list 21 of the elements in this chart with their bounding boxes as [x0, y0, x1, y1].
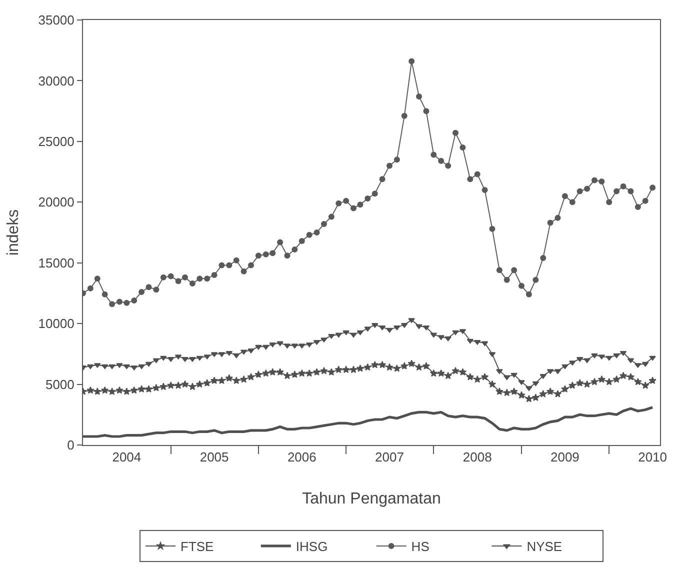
y-tick-label: 15000	[38, 255, 74, 270]
legend-label: NYSE	[526, 539, 562, 554]
x-tick-label: 2006	[287, 450, 316, 465]
x-axis-title: Tahun Pengamatan	[302, 490, 441, 508]
x-tick-label: 2004	[112, 450, 142, 465]
y-axis-title: indeks	[5, 209, 22, 256]
legend-label: IHSG	[296, 539, 328, 554]
y-tick-label: 10000	[38, 316, 74, 332]
y-tick-label: 0	[67, 438, 74, 453]
x-tick-label: 2007	[375, 450, 404, 465]
y-tick-label: 35000	[38, 12, 74, 28]
x-tick-label: 2005	[200, 450, 229, 465]
y-tick-label: 25000	[38, 134, 74, 149]
y-tick-label: 20000	[38, 194, 74, 210]
x-tick-label: 2008	[462, 450, 492, 465]
x-tick-label: 2010	[638, 450, 668, 465]
x-tick-label: 2009	[550, 450, 580, 465]
y-tick-label: 30000	[38, 73, 74, 88]
y-tick-label: 5000	[45, 376, 74, 392]
legend-label: FTSE	[180, 539, 214, 554]
legend-label: HS	[411, 539, 430, 554]
